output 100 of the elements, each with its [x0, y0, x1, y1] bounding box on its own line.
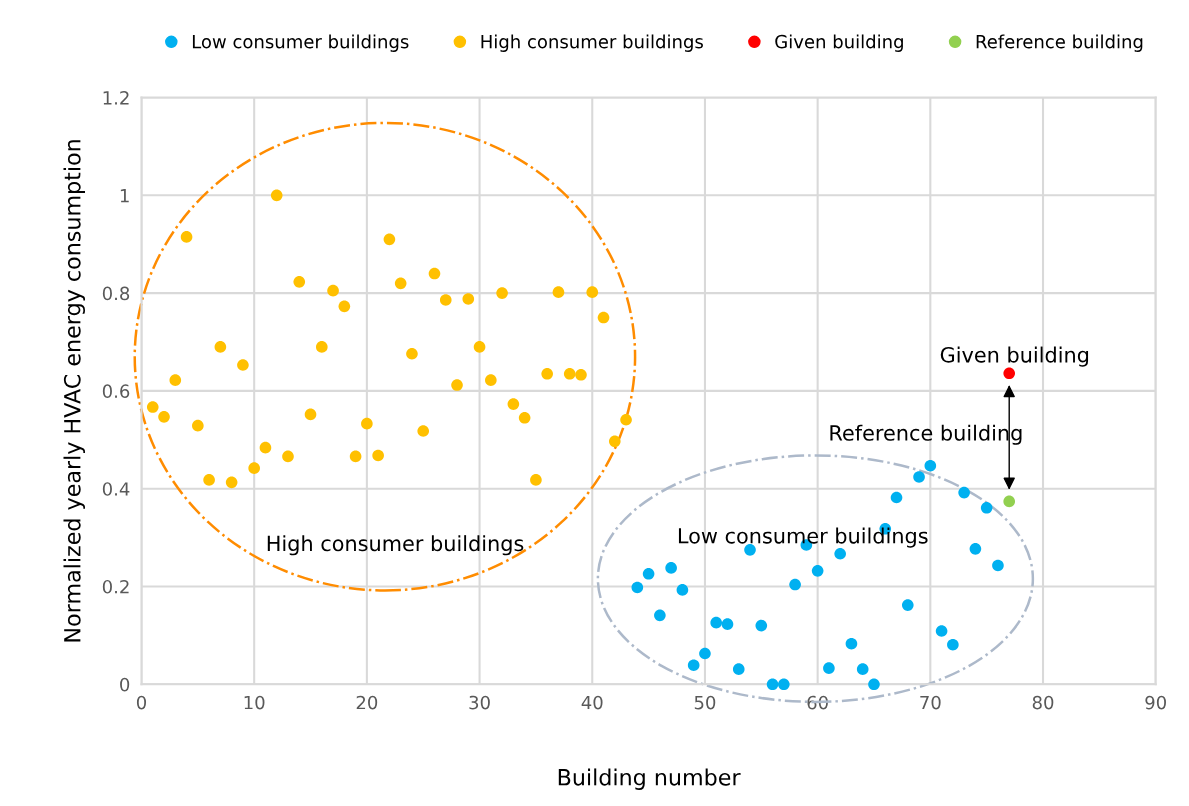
point: [394, 277, 407, 290]
x-tick-label: 90: [1145, 695, 1166, 710]
point: [642, 567, 655, 580]
point: [169, 374, 182, 386]
point: [676, 584, 689, 596]
point: [541, 367, 553, 380]
point: [654, 609, 666, 622]
annotation: Low consumer buildings: [678, 527, 928, 548]
x-tick-label: 70: [920, 695, 941, 710]
point: [451, 379, 463, 391]
annotation: Given building: [940, 346, 1089, 367]
point: [203, 474, 215, 486]
x-tick-label: 0: [136, 695, 147, 710]
point: [530, 474, 542, 486]
point: [473, 341, 486, 353]
point: [315, 341, 328, 353]
y-tick-label: 0: [120, 677, 130, 692]
x-tick-label: 80: [1032, 695, 1054, 710]
point: [575, 368, 587, 381]
point: [732, 663, 745, 675]
legend-label: Given building: [775, 34, 903, 52]
point: [958, 486, 970, 499]
point: [518, 411, 531, 424]
point: [699, 647, 711, 660]
point: [282, 450, 294, 463]
point: [225, 476, 238, 489]
legend-label: High consumer buildings: [481, 34, 703, 52]
point: [811, 565, 824, 577]
y-axis-title: Normalized yearly HVAC energy consumption: [63, 140, 85, 642]
point: [338, 300, 351, 313]
x-tick-label: 30: [469, 695, 490, 710]
point: [192, 419, 204, 432]
point: [1003, 367, 1016, 380]
annotation: High consumer buildings: [267, 535, 524, 556]
point: [586, 286, 599, 298]
point: [597, 311, 610, 324]
point: [868, 678, 880, 691]
point: [439, 294, 452, 306]
point: [924, 459, 937, 472]
point: [417, 425, 430, 437]
y-tick-label: 0.6: [102, 384, 130, 399]
point: [361, 417, 373, 430]
point: [901, 599, 914, 611]
y-tick-label: 0.4: [102, 482, 130, 496]
point: [631, 581, 644, 594]
point: [834, 547, 846, 560]
point: [496, 287, 508, 299]
point: [969, 543, 982, 555]
point: [485, 374, 497, 386]
point: [935, 625, 948, 637]
point: [710, 616, 723, 629]
point: [462, 293, 475, 305]
y-tick-label: 0.8: [102, 286, 130, 301]
point: [237, 359, 249, 371]
point: [293, 276, 306, 288]
point: [406, 347, 418, 360]
y-tick-label: 1: [120, 189, 129, 203]
point: [913, 471, 925, 483]
point: [778, 678, 790, 691]
point: [856, 663, 869, 675]
x-tick-label: 50: [694, 695, 716, 710]
x-tick-label: 40: [581, 695, 603, 710]
legend-label: Reference building: [976, 34, 1143, 52]
point: [744, 544, 756, 556]
point: [755, 619, 768, 632]
point: [214, 341, 227, 353]
legend-label: Low consumer buildings: [192, 34, 409, 52]
point: [823, 662, 835, 674]
point: [259, 441, 272, 454]
point: [608, 435, 621, 448]
y-tick-label: 0.2: [102, 579, 129, 594]
point: [507, 398, 520, 410]
point: [992, 559, 1004, 572]
x-tick-label: 20: [356, 695, 378, 710]
point: [304, 408, 317, 421]
point: [845, 637, 858, 650]
point: [563, 367, 576, 380]
point: [248, 462, 260, 474]
point: [383, 233, 396, 246]
point: [158, 411, 170, 423]
point: [687, 659, 700, 672]
y-tick-label: 1.2: [103, 90, 129, 105]
point: [552, 286, 565, 298]
point: [180, 231, 193, 243]
point: [428, 267, 441, 280]
point: [890, 491, 903, 504]
point: [947, 638, 959, 651]
point: [980, 501, 993, 514]
point: [665, 562, 677, 574]
x-tick-label: 10: [244, 695, 265, 710]
point: [146, 401, 159, 413]
point: [349, 450, 362, 463]
point: [270, 189, 283, 202]
point: [327, 284, 339, 297]
point: [789, 578, 801, 591]
point: [721, 618, 734, 630]
point: [372, 449, 384, 462]
point: [1003, 495, 1016, 508]
point: [620, 413, 632, 426]
point: [766, 678, 779, 691]
